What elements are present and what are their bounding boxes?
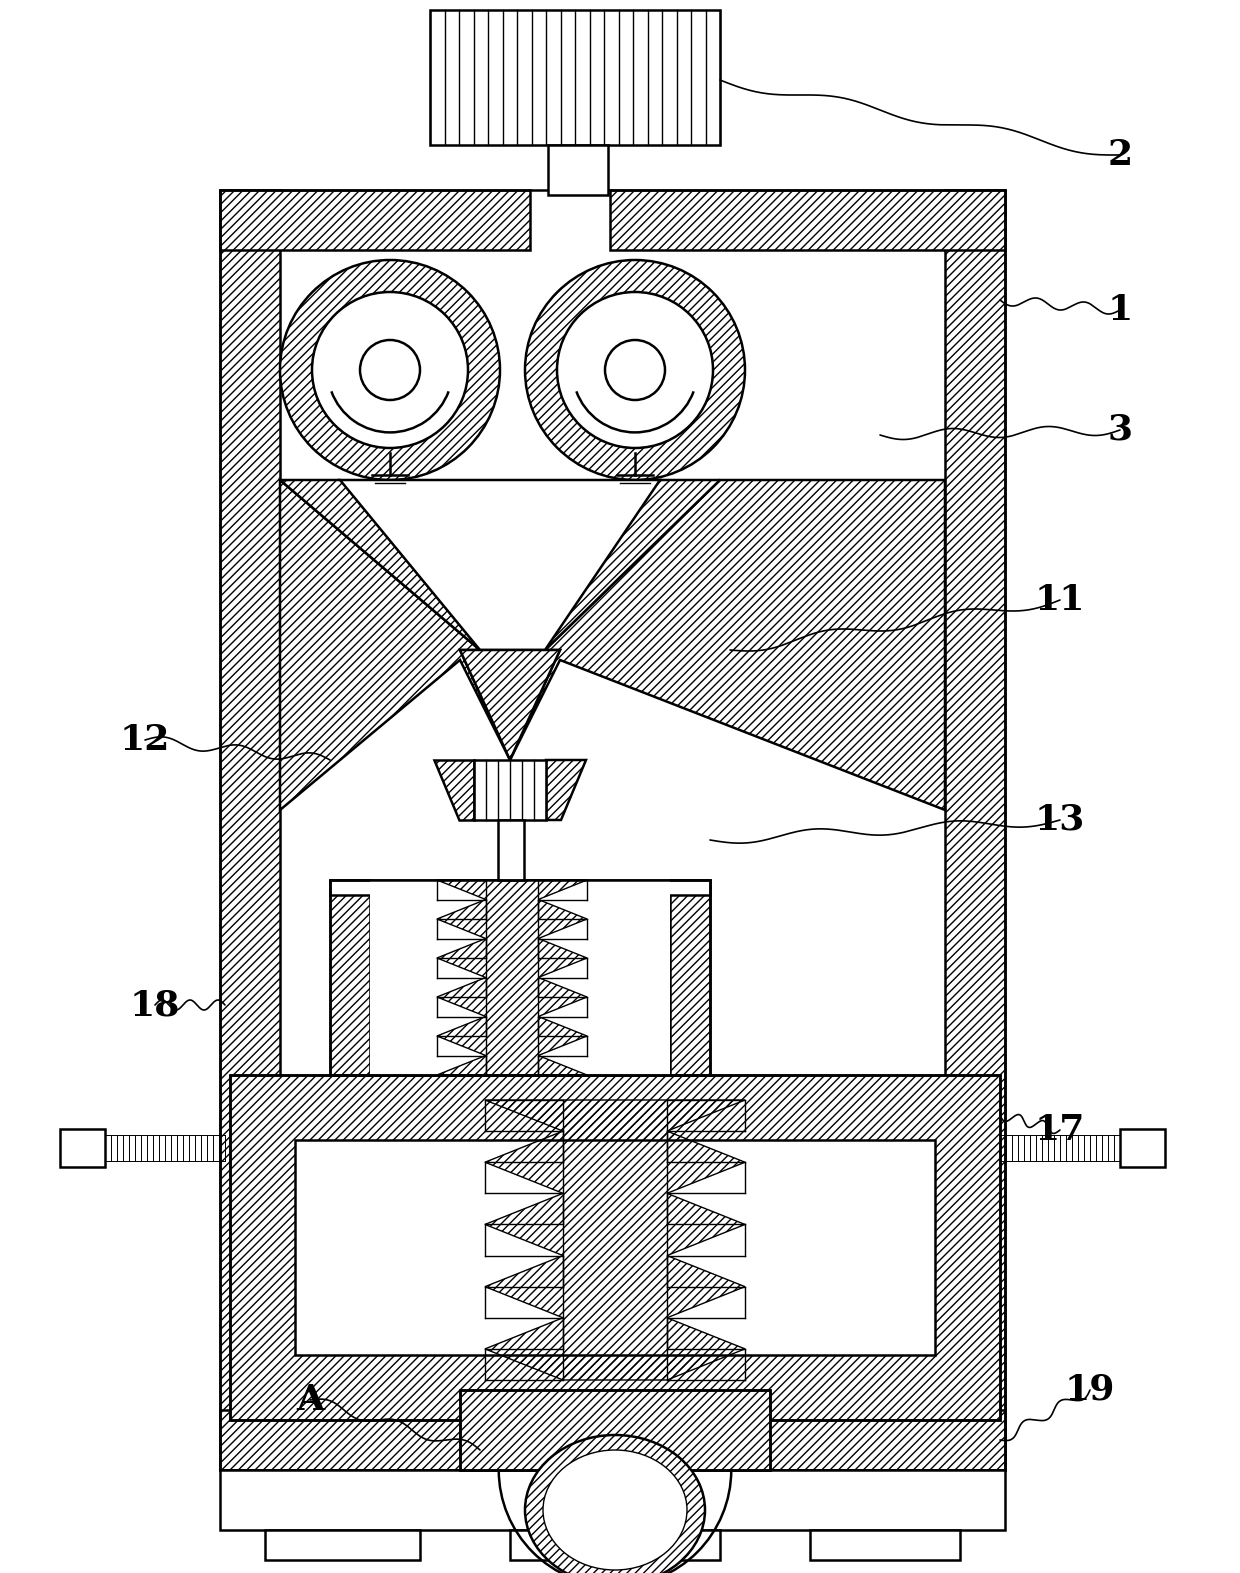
Text: 13: 13 [1035,802,1085,837]
Bar [460,1391,770,1471]
Text: 2: 2 [1107,138,1132,171]
Polygon shape [510,480,945,810]
Bar [370,879,670,1074]
Text: 12: 12 [120,724,170,757]
Circle shape [557,293,713,448]
Bar [330,879,711,895]
Bar [474,760,546,820]
Bar [219,1471,1004,1531]
Text: 3: 3 [1107,414,1132,447]
Bar [945,190,1004,1471]
Text: A: A [296,1383,324,1417]
Bar [670,879,711,1074]
Polygon shape [434,760,474,820]
Circle shape [605,340,665,400]
Bar [945,190,1004,1471]
Bar [265,1531,420,1560]
Polygon shape [480,480,720,650]
Bar [229,1074,999,1420]
Circle shape [280,260,500,480]
Bar [295,1140,935,1354]
Polygon shape [460,650,560,760]
Bar [460,1391,770,1471]
Circle shape [525,260,745,480]
Bar [219,190,280,1471]
Bar [229,1074,999,1420]
Bar [548,145,608,195]
Ellipse shape [525,1435,706,1573]
Bar [430,9,720,145]
Polygon shape [280,480,546,650]
Bar [330,879,370,1074]
Bar [330,879,711,1074]
Bar [498,820,525,879]
Polygon shape [546,760,587,820]
Text: 11: 11 [1034,584,1085,617]
Bar [229,1074,999,1420]
Text: 17: 17 [1035,1114,1085,1147]
Text: 19: 19 [1065,1373,1115,1406]
Circle shape [360,340,420,400]
Bar [1120,1129,1166,1167]
Polygon shape [340,480,660,650]
Bar [510,1531,720,1560]
Bar [810,1531,960,1560]
Bar [219,1409,1004,1471]
Bar [460,1391,770,1471]
Text: 1: 1 [1107,293,1132,327]
Bar [219,190,529,250]
Bar [60,1129,105,1167]
Polygon shape [280,480,510,810]
Bar [219,190,280,1471]
Ellipse shape [543,1450,687,1570]
Bar [219,1409,1004,1471]
Text: 18: 18 [130,988,180,1022]
Bar [330,879,370,1074]
Bar [219,190,1004,1471]
Bar [219,190,529,250]
Bar [670,879,711,1074]
Bar [610,190,1004,250]
Circle shape [312,293,467,448]
Bar [280,250,945,1409]
Bar [610,190,1004,250]
